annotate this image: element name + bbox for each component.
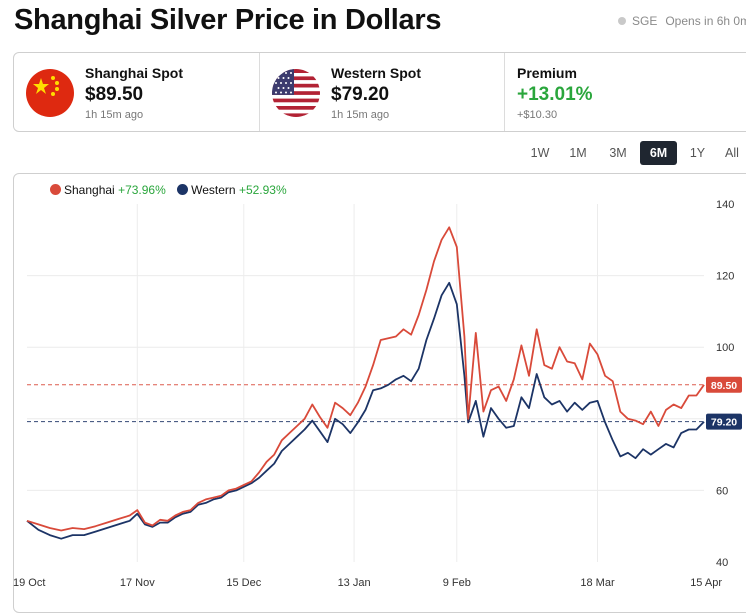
price-tag-shanghai: 89.50 [711,380,737,392]
shanghai-spot-card: Shanghai Spot $89.50 1h 15m ago [14,53,259,131]
exchange-label: SGE [632,14,658,28]
x-axis-labels: 19 Oct 17 Nov 15 Dec 13 Jan 9 Feb 18 Mar 15 Ap… [13,577,722,589]
y-tick-label-140: 140 [716,199,734,211]
shanghai-spot-label: Shanghai Spot [85,65,183,81]
western-spot-label: Western Spot [331,65,421,81]
market-status-text: Opens in 6h 0m [665,14,746,28]
status-dot-icon [618,16,626,25]
price-tag-shanghai-bg [706,376,742,393]
price-tag-western: 79.20 [711,417,737,429]
legend-western[interactable]: Western +52.93% [177,183,287,197]
x-tick-label-1: 17 Nov [120,577,155,589]
y-tick-label-40: 40 [716,557,728,569]
market-status: SGE Opens in 6h 0m [618,14,746,28]
legend-western-swatch [177,184,189,196]
western-spot-updated: 1h 15m ago [331,109,390,121]
legend-shanghai-name: Shanghai [64,183,115,197]
china-flag-icon [26,69,74,117]
series-line-shanghai [26,226,705,532]
x-tick-label-4: 9 Feb [443,577,471,589]
y-tick-label-120: 120 [716,271,734,283]
premium-card: Premium +13.01% +$10.30 [504,53,746,131]
range-6m-button[interactable]: 6M [640,141,677,165]
x-tick-label-0: 19 Oct [13,577,45,589]
chart-grid [27,204,704,562]
premium-amount: +$10.30 [517,109,558,121]
price-tag-western-bg [706,413,742,430]
range-1m-button[interactable]: 1M [569,146,587,160]
chart-series [26,226,705,540]
premium-percent: +13.01% [517,84,593,105]
legend-western-change: +52.93% [238,183,287,197]
y-tick-label-100: 100 [716,342,734,354]
legend-shanghai[interactable]: Shanghai +73.96% [50,183,166,197]
y-tick-label-60: 60 [716,485,728,497]
legend-shanghai-change: +73.96% [118,183,166,197]
x-tick-label-2: 15 Dec [226,577,261,589]
range-all-button[interactable]: All [725,146,739,160]
range-1w-button[interactable]: 1W [530,146,550,160]
price-cards: Shanghai Spot $89.50 1h 15m ago [13,52,746,132]
chart-legend: Shanghai +73.96% Western +52.93% [50,183,295,197]
page-title: Shanghai Silver Price in Dollars [14,4,442,36]
legend-western-name: Western [191,183,236,197]
range-3m-button[interactable]: 3M [609,146,627,160]
western-spot-price: $79.20 [331,84,390,105]
western-spot-card: Western Spot $79.20 1h 15m ago [259,53,505,131]
series-line-western [26,281,705,540]
legend-shanghai-swatch [50,184,61,196]
price-tags: 89.50 79.20 [706,376,742,430]
shanghai-spot-updated: 1h 15m ago [85,109,144,121]
shanghai-spot-price: $89.50 [85,84,144,105]
x-tick-label-6: 15 Apr [690,577,722,589]
x-tick-label-5: 18 Mar [580,577,615,589]
x-tick-label-3: 13 Jan [338,577,371,589]
range-1y-button[interactable]: 1Y [689,146,706,160]
premium-label: Premium [517,65,577,81]
